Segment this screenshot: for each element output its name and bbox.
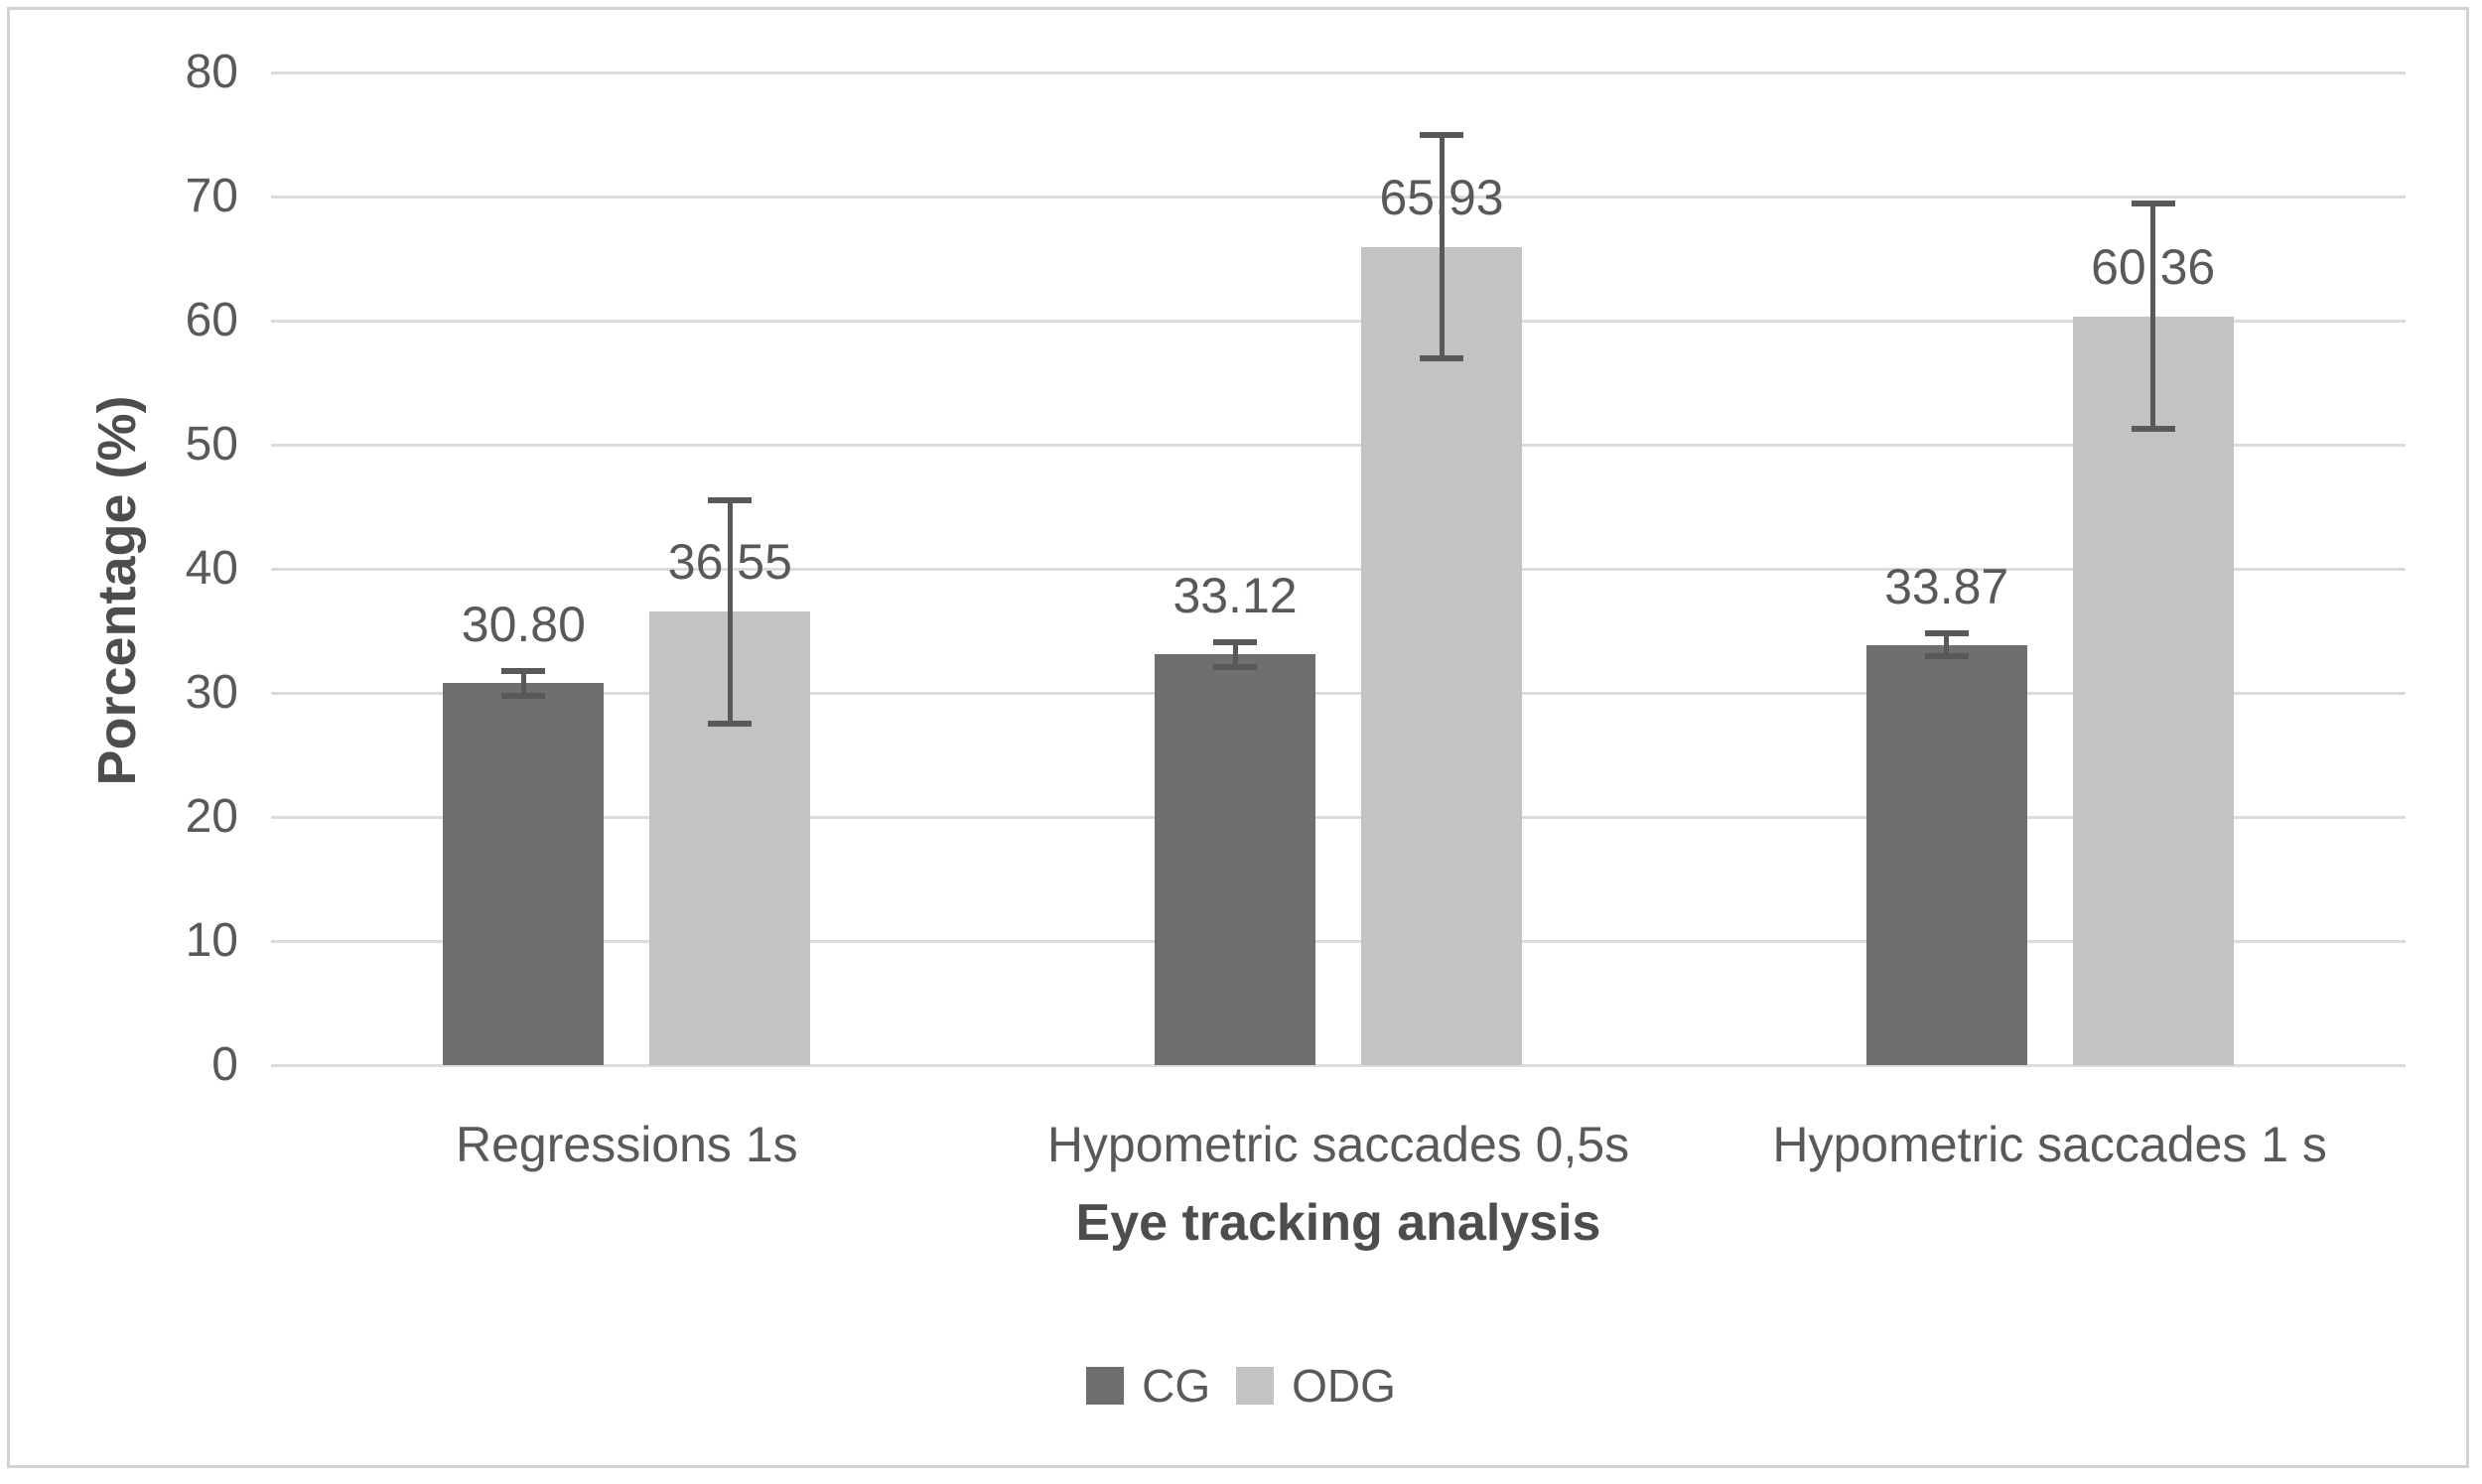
error-bar [1232,641,1238,667]
y-tick-label: 50 [185,418,238,471]
data-label-odg-2: 65.93 [1379,169,1504,225]
error-bar [1439,135,1445,359]
legend-item-cg: CG [1086,1361,1210,1411]
error-cap-top [1213,638,1257,645]
bar-odg-2 [1361,246,1522,1065]
data-label-cg-3: 33.87 [1884,559,2009,615]
gridline [271,70,2406,74]
bar-cg-2 [1155,654,1315,1065]
legend-label-cg: CG [1142,1360,1211,1412]
category-label-2: Hypometric saccades 0,5s [1046,1117,1630,1172]
legend-swatch-cg [1086,1367,1125,1405]
gridline [271,815,2406,819]
error-bar [1944,633,1950,656]
legend: CG ODG [0,1358,2482,1414]
bar-odg-3 [2072,316,2234,1065]
data-label-cg-1: 30.80 [461,596,586,652]
y-tick-label: 60 [185,294,238,346]
gridline [271,195,2406,199]
bar-cg-3 [1865,644,2027,1065]
y-tick-label: 0 [211,1038,238,1091]
error-cap-top [1420,132,1463,139]
error-cap-bottom [501,692,546,699]
error-cap-bottom [708,720,753,727]
y-tick-label: 20 [185,790,238,843]
data-label-odg-3: 60.36 [2091,238,2216,295]
data-label-cg-2: 33.12 [1172,567,1298,623]
legend-swatch-odg [1236,1367,1275,1405]
x-axis-title: Eye tracking analysis [1075,1194,1601,1252]
gridline [271,1063,2406,1067]
error-cap-top [501,667,546,674]
error-cap-top [1924,630,1969,637]
y-tick-label: 70 [185,170,238,222]
y-axis-title: Porcentage (%) [87,395,147,786]
gridline [271,939,2406,943]
error-cap-top [2131,200,2175,206]
error-cap-bottom [1924,652,1969,659]
gridline [271,443,2406,447]
bar-cg-1 [443,683,605,1065]
error-bar [2150,202,2156,430]
y-tick-label: 30 [185,666,238,719]
legend-item-odg: ODG [1236,1361,1396,1411]
category-label-1: Regressions 1s [456,1117,798,1172]
error-cap-bottom [1213,663,1257,670]
category-label-3: Hypometric saccades 1 s [1772,1117,2327,1172]
error-bar [727,499,733,724]
gridline [271,319,2406,323]
y-tick-label: 40 [185,542,238,595]
error-cap-bottom [1420,355,1463,362]
error-cap-top [708,496,753,503]
gridline [271,691,2406,695]
y-tick-label: 80 [185,46,238,98]
gridline [271,567,2406,571]
error-bar [520,670,526,696]
legend-label-odg: ODG [1292,1360,1396,1412]
y-tick-label: 10 [185,914,238,967]
data-label-odg-1: 36.55 [667,534,792,591]
error-cap-bottom [2131,426,2175,433]
